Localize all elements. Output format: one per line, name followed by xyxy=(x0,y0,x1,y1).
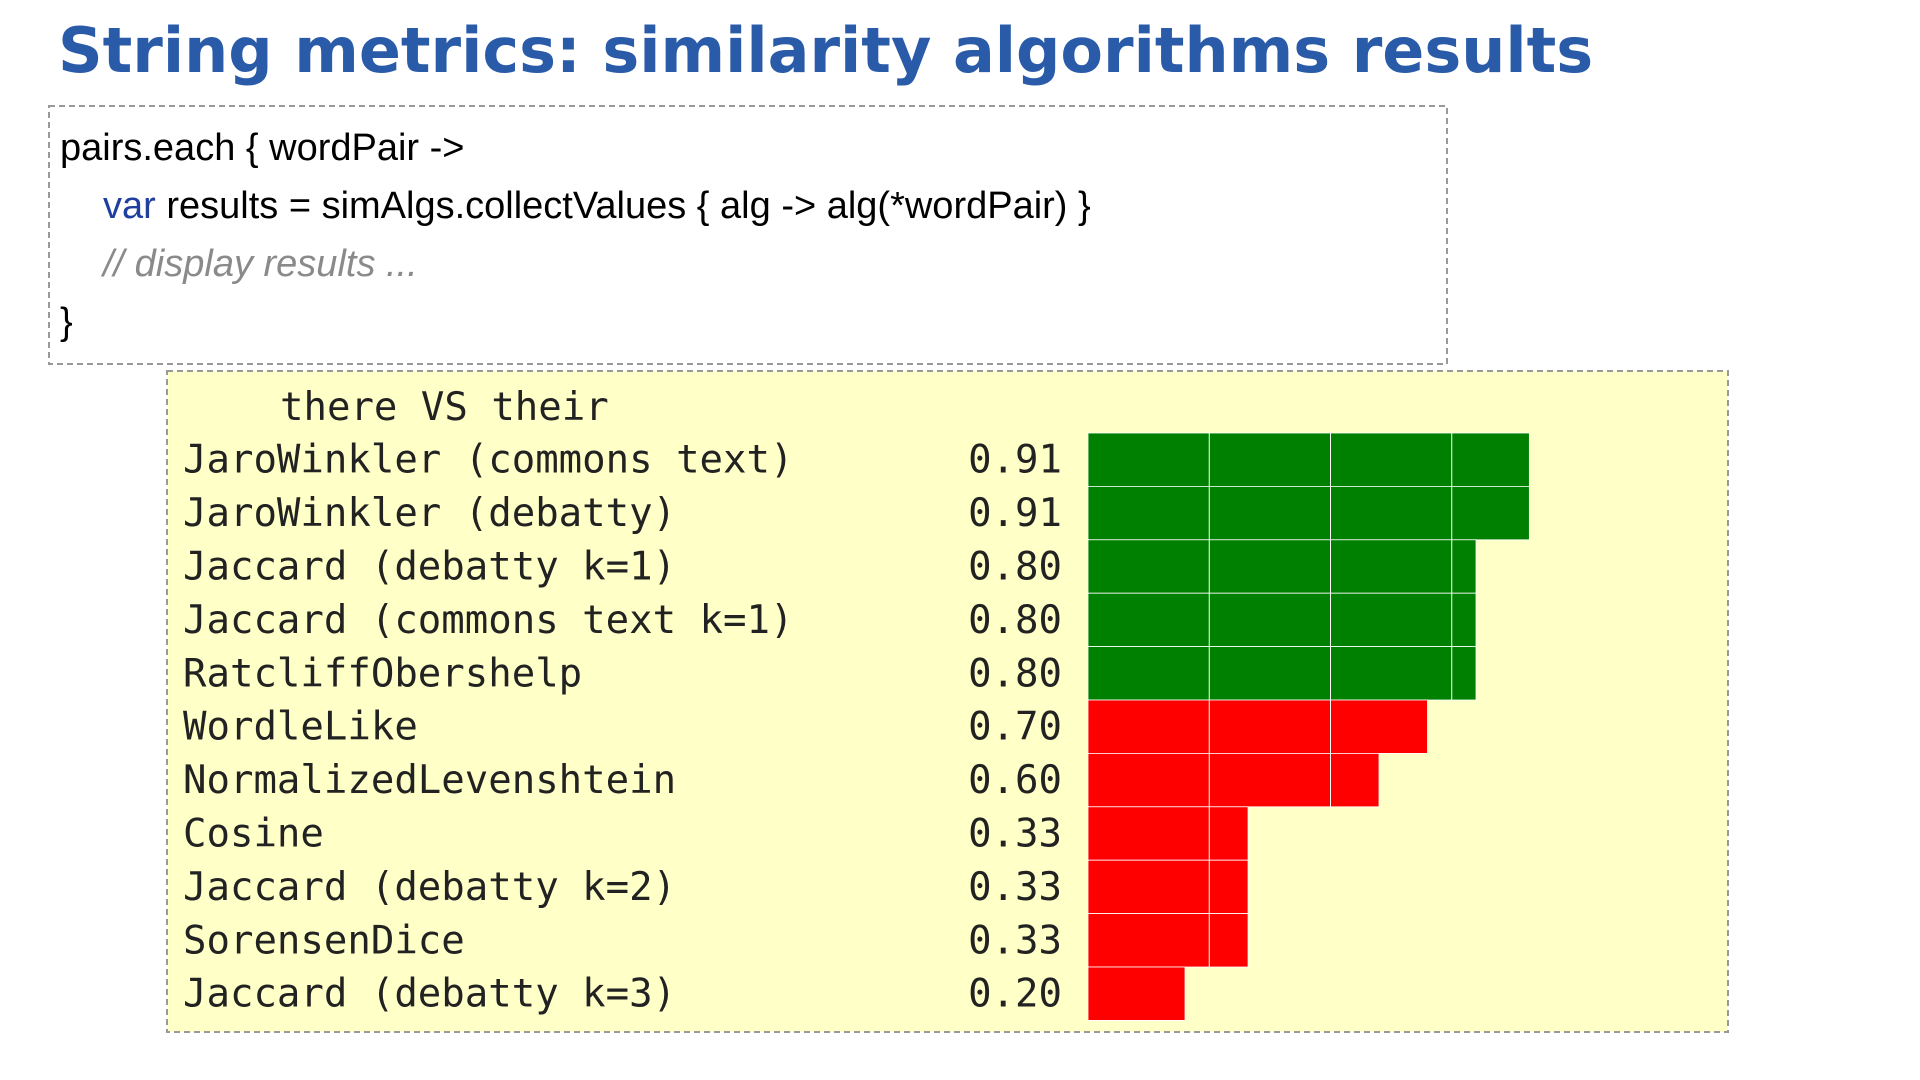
bar xyxy=(1087,432,1530,487)
bar xyxy=(1087,539,1477,594)
row-name: Jaccard (commons text k=1) xyxy=(183,598,793,643)
code-comment: // display results ... xyxy=(100,243,418,285)
row-name: Jaccard (debatty k=3) xyxy=(183,972,676,1017)
row-value: 0.33 xyxy=(968,918,1062,963)
results-heading: there VS their xyxy=(280,385,609,430)
row-value: 0.20 xyxy=(968,972,1062,1017)
row-value: 0.33 xyxy=(968,865,1062,910)
code-text: pairs.each { wordPair -> xyxy=(60,127,464,169)
bar xyxy=(1087,485,1530,541)
code-box xyxy=(48,105,1448,365)
bar xyxy=(1087,966,1186,1021)
row-value: 0.91 xyxy=(968,491,1062,536)
row-value: 0.60 xyxy=(968,758,1062,803)
code-keyword: var xyxy=(103,185,156,227)
row-name: Jaccard (debatty k=2) xyxy=(183,865,676,910)
code-line: pairs.each { wordPair -> xyxy=(60,127,464,169)
row-value: 0.70 xyxy=(968,705,1062,750)
code-line: // display results ... xyxy=(100,243,418,285)
row-name: WordleLike xyxy=(183,705,418,750)
row-value: 0.80 xyxy=(968,651,1062,696)
row-name: JaroWinkler (debatty) xyxy=(183,491,676,536)
row-value: 0.33 xyxy=(968,812,1062,857)
row-value: 0.80 xyxy=(968,545,1062,590)
row-name: RatcliffObershelp xyxy=(183,651,582,696)
slide-title: String metrics: similarity algorithms re… xyxy=(58,14,1593,87)
row-name: Cosine xyxy=(183,812,324,857)
code-text: results = simAlgs.collectValues { alg ->… xyxy=(156,185,1091,227)
bar xyxy=(1087,699,1428,754)
bar xyxy=(1087,753,1380,808)
bar xyxy=(1087,859,1249,915)
code-line: var results = simAlgs.collectValues { al… xyxy=(103,185,1091,227)
bar xyxy=(1087,646,1477,701)
row-name: JaroWinkler (commons text) xyxy=(183,438,793,483)
row-value: 0.80 xyxy=(968,598,1062,643)
row-name: NormalizedLevenshtein xyxy=(183,758,676,803)
row-value: 0.91 xyxy=(968,438,1062,483)
bar xyxy=(1087,913,1249,968)
code-text: } xyxy=(60,301,73,343)
code-line: } xyxy=(60,301,73,343)
row-name: Jaccard (debatty k=1) xyxy=(183,545,676,590)
bar xyxy=(1087,592,1477,648)
bar xyxy=(1087,806,1249,861)
row-name: SorensenDice xyxy=(183,918,465,963)
